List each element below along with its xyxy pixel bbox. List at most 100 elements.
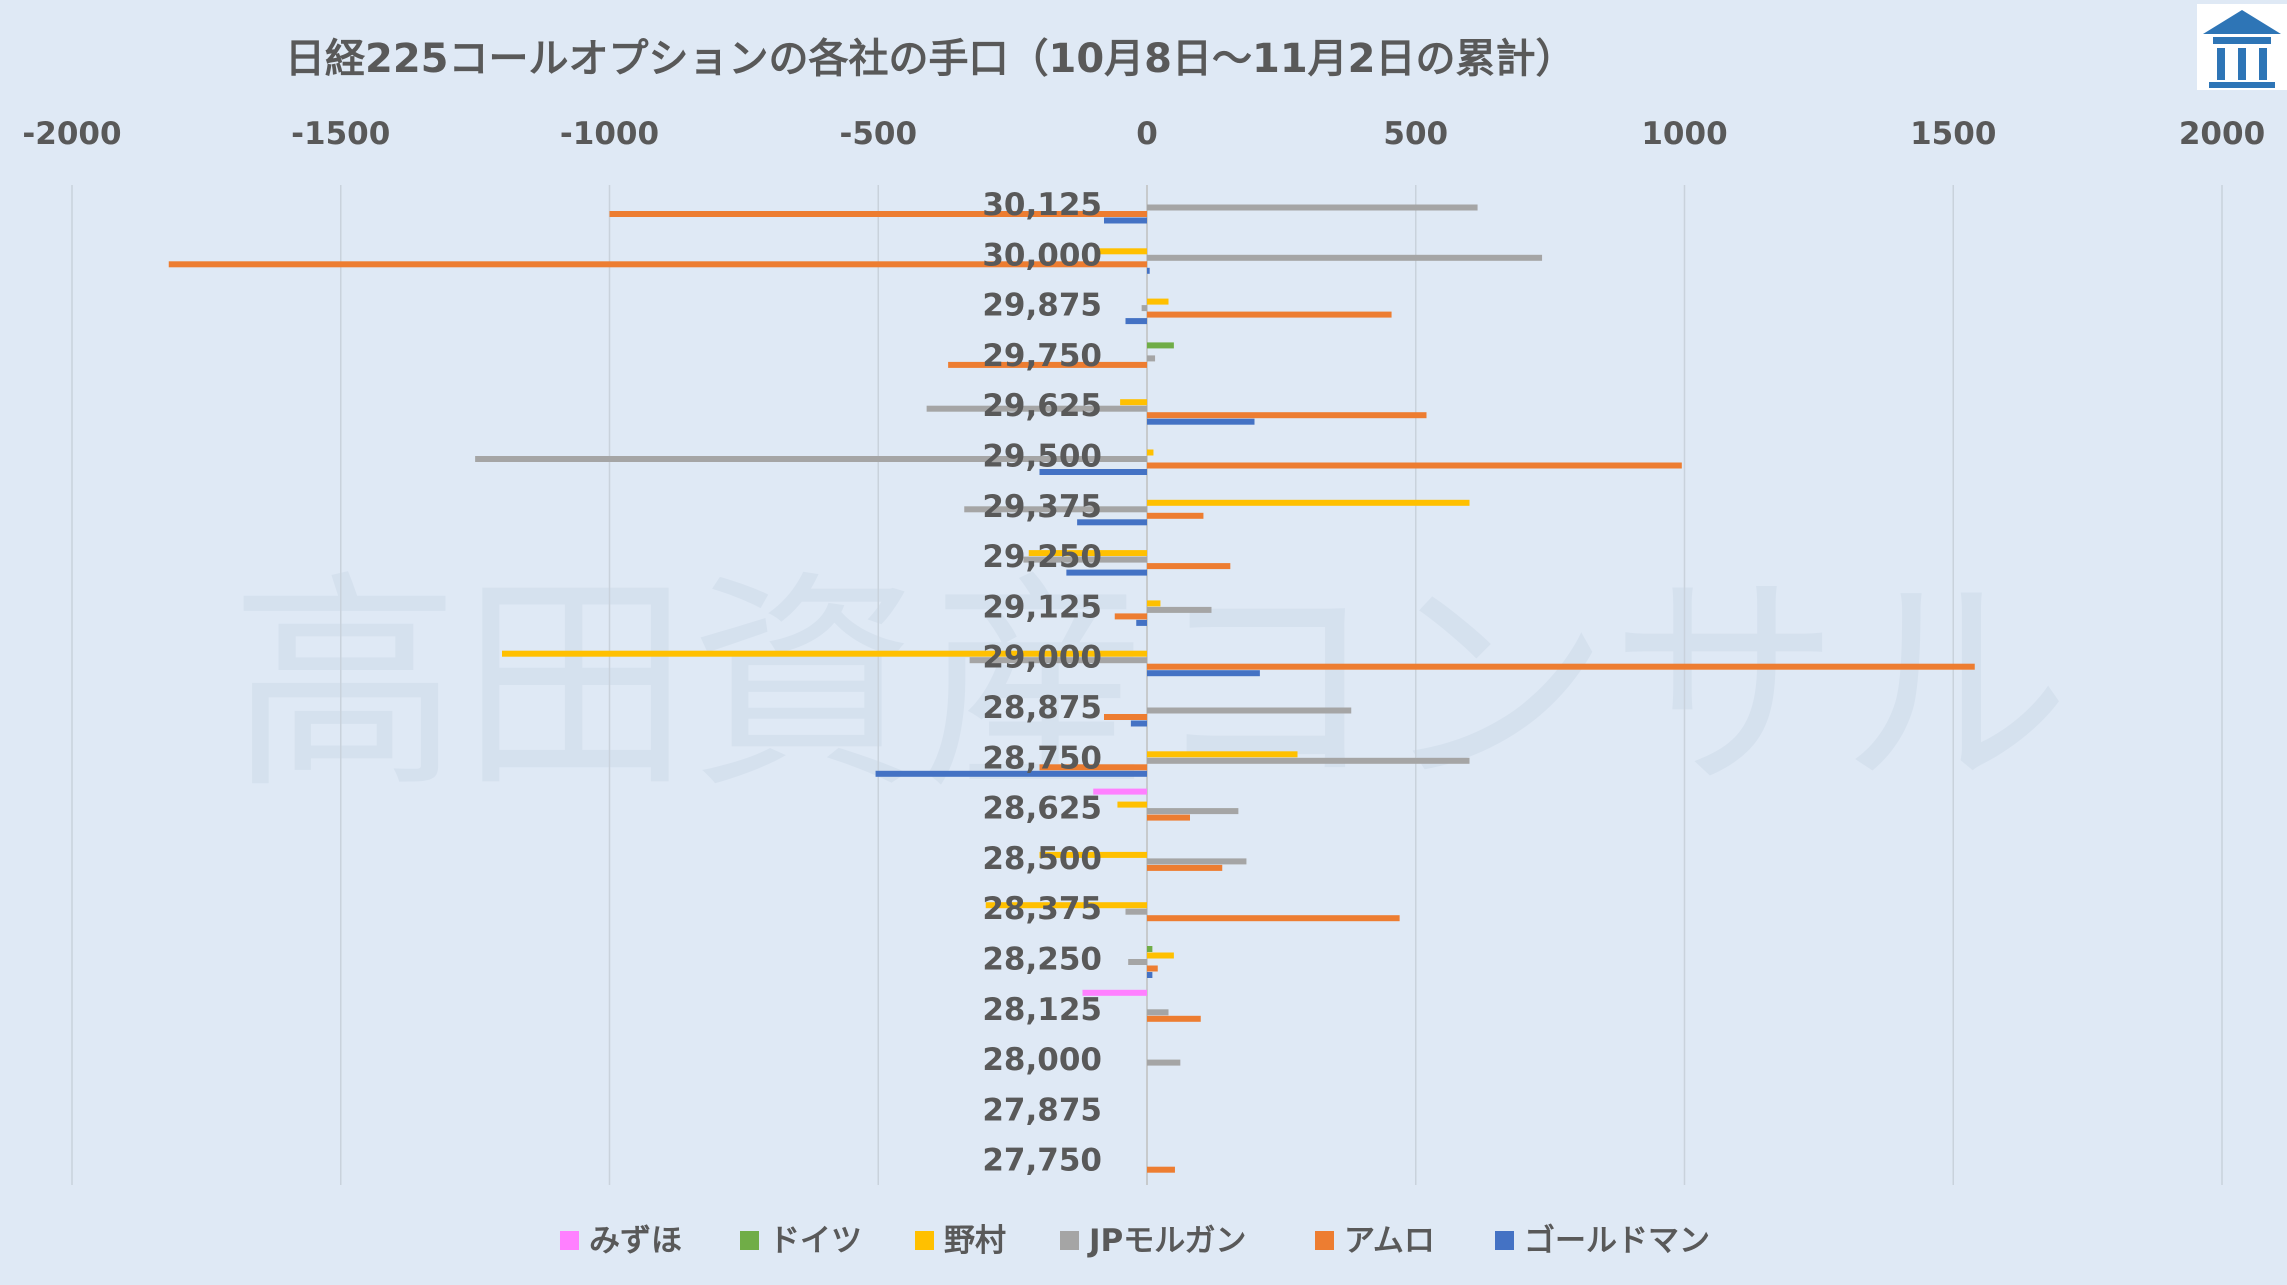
bar [1147, 1015, 1201, 1022]
bar [1039, 469, 1147, 475]
bar [1147, 1166, 1175, 1173]
legend-label: ゴールドマン [1524, 1223, 1710, 1259]
legend-item: みずほ [560, 1223, 682, 1259]
bar [1147, 355, 1156, 362]
bar [1098, 248, 1147, 255]
legend-swatch [1495, 1231, 1514, 1250]
bar [1147, 965, 1158, 972]
x-tick-label: -500 [839, 116, 917, 152]
bar [1147, 600, 1161, 607]
bar [1147, 864, 1223, 871]
x-tick-label: -1500 [291, 116, 390, 152]
bar [1147, 449, 1154, 456]
category-label: 29,125 [982, 589, 1102, 625]
bar [1104, 217, 1147, 224]
category-label: 28,875 [982, 690, 1102, 726]
bar [1039, 764, 1147, 771]
category-label: 29,500 [982, 439, 1102, 475]
category-label: 28,375 [982, 891, 1102, 927]
bar [1066, 569, 1147, 576]
bar [1147, 663, 1975, 670]
category-label: 28,625 [982, 791, 1102, 827]
legend-swatch [560, 1231, 579, 1250]
category-label: 27,875 [982, 1092, 1102, 1128]
bar [1147, 254, 1543, 261]
bar [1147, 1059, 1181, 1066]
building-logo-icon [2197, 4, 2287, 90]
bar [1147, 311, 1392, 318]
category-label: 29,875 [982, 288, 1102, 324]
x-tick-label: 0 [1136, 116, 1158, 152]
category-label: 28,000 [982, 1042, 1102, 1078]
bar [1128, 959, 1147, 965]
bar [1147, 707, 1352, 714]
bar [609, 211, 1147, 217]
bar [1039, 851, 1147, 858]
bars [168, 204, 1975, 1173]
bar [1023, 556, 1147, 563]
bar [1077, 519, 1147, 526]
bar [1104, 714, 1147, 720]
legend-item: JPモルガン [1060, 1223, 1246, 1259]
bar [1147, 298, 1169, 305]
x-tick-label: 1500 [1910, 116, 1996, 152]
legend-swatch [1315, 1231, 1334, 1250]
bar [475, 456, 1147, 462]
category-label: 29,625 [982, 388, 1102, 424]
bar [1147, 972, 1153, 978]
bar [1147, 512, 1204, 519]
bar [1147, 342, 1174, 349]
bar [1147, 1009, 1169, 1016]
bar [1147, 814, 1190, 821]
category-label: 28,250 [982, 942, 1102, 978]
category-label: 28,750 [982, 740, 1102, 776]
category-label: 28,500 [982, 841, 1102, 877]
bar [1117, 801, 1147, 808]
category-label: 29,250 [982, 539, 1102, 575]
bar [1141, 305, 1147, 312]
category-label: 29,375 [982, 489, 1102, 525]
legend-swatch [1060, 1231, 1079, 1250]
bar [1147, 499, 1470, 506]
chart-title: 日経225コールオプションの各社の手口（10月8日～11月2日の累計） [285, 36, 1576, 82]
legend-label: ドイツ [769, 1223, 862, 1259]
bar [1147, 670, 1260, 677]
bar [926, 405, 1147, 412]
bar [1147, 751, 1298, 758]
category-label: 29,750 [982, 338, 1102, 374]
bar [1147, 412, 1427, 419]
category-label: 29,000 [982, 640, 1102, 676]
legend-label: 野村 [944, 1223, 1006, 1259]
bar [1147, 946, 1153, 952]
bar [1125, 318, 1147, 325]
legend-item: アムロ [1315, 1223, 1435, 1259]
category-label: 27,750 [982, 1143, 1102, 1179]
category-label: 28,125 [982, 992, 1102, 1028]
bar [1093, 788, 1147, 795]
bar [1147, 915, 1400, 922]
bar [875, 770, 1147, 777]
legend-label: みずほ [589, 1223, 682, 1259]
bar [1114, 613, 1147, 620]
bar [1120, 399, 1147, 406]
bar [1147, 606, 1212, 613]
bar [1125, 908, 1147, 915]
x-axis-tick-labels: -2000 -1500 -1000 -500 0 500 1000 1500 2000 [22, 116, 2265, 152]
bar [985, 902, 1147, 909]
bar [1147, 204, 1478, 211]
bar [1082, 989, 1147, 996]
bar [1147, 808, 1239, 815]
bar [1147, 418, 1255, 425]
legend: みずほ ドイツ 野村 JPモルガン アムロ ゴールドマン [560, 1223, 1710, 1259]
legend-swatch [740, 1231, 759, 1250]
bar [1028, 550, 1147, 557]
x-tick-label: 2000 [2179, 116, 2265, 152]
bar [1130, 720, 1147, 727]
legend-item: 野村 [915, 1223, 1006, 1259]
legend-item: ゴールドマン [1495, 1223, 1710, 1259]
bar [168, 261, 1147, 268]
bar [502, 650, 1147, 657]
x-tick-label: 1000 [1641, 116, 1727, 152]
bar [1147, 952, 1174, 959]
